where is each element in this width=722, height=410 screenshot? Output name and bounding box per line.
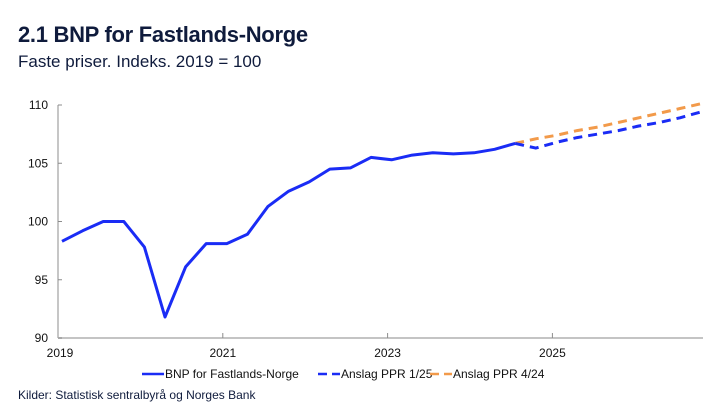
y-tick-label: 90 bbox=[35, 331, 49, 345]
legend: BNP for Fastlands-Norge Anslag PPR 1/25 An… bbox=[142, 367, 545, 381]
axes: 90 95 100 105 110 2019 2021 2023 2025 bbox=[28, 98, 703, 360]
source-note: Kilder: Statistisk sentralbyrå og Norges… bbox=[18, 388, 256, 402]
chart-title: 2.1 BNP for Fastlands-Norge bbox=[18, 22, 308, 47]
y-tick-label: 95 bbox=[35, 273, 49, 287]
y-tick-label: 105 bbox=[28, 156, 48, 170]
legend-label: BNP for Fastlands-Norge bbox=[165, 367, 299, 381]
x-tick-label: 2025 bbox=[539, 346, 566, 360]
x-tick-label: 2019 bbox=[47, 346, 74, 360]
chart-subtitle: Faste priser. Indeks. 2019 = 100 bbox=[18, 52, 262, 71]
series-lines bbox=[61, 102, 702, 319]
series-line-bnp-for-fastlands-norge bbox=[61, 141, 516, 319]
x-tick-label: 2023 bbox=[374, 346, 401, 360]
series-line-anslag-ppr-1-25 bbox=[514, 110, 702, 150]
x-tick-label: 2021 bbox=[209, 346, 236, 360]
y-tick-label: 100 bbox=[28, 215, 48, 229]
legend-label: Anslag PPR 4/24 bbox=[453, 367, 545, 381]
y-tick-label: 110 bbox=[29, 98, 48, 112]
legend-label: Anslag PPR 1/25 bbox=[341, 367, 433, 381]
series-line-anslag-ppr-4-24 bbox=[514, 102, 701, 145]
